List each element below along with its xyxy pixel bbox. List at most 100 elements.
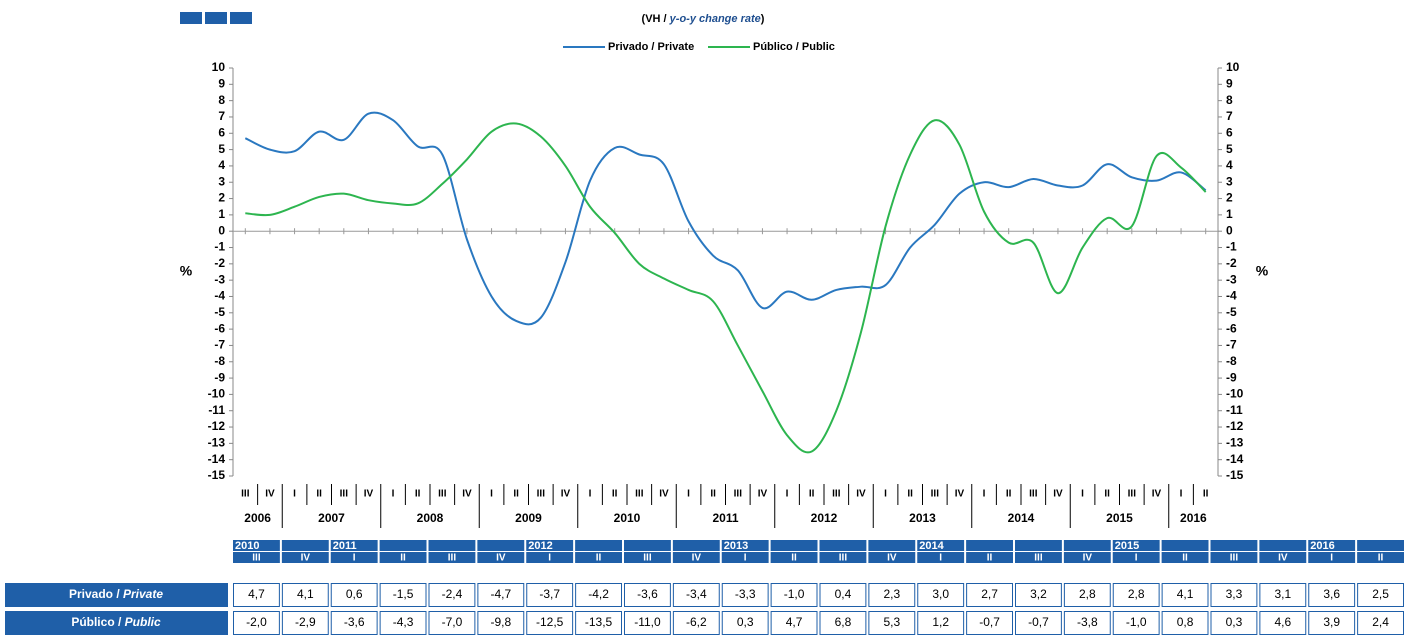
table-value: -1,0: [1126, 615, 1147, 629]
table-header-cell: [281, 540, 329, 551]
x-tick-label: II: [513, 489, 519, 500]
x-tick-label: III: [832, 489, 841, 500]
y-tick-label: -8: [214, 354, 225, 368]
chart-subtitle: (VH / y-o-y change rate): [642, 13, 765, 25]
table-cell: [1259, 611, 1307, 635]
subtitle-part: ): [761, 13, 765, 25]
y-tick-label: 6: [218, 125, 225, 139]
table-value: 3,6: [1323, 587, 1340, 601]
x-tick-label: I: [293, 489, 296, 500]
y-tick-label: -10: [208, 387, 226, 401]
table-header-cell: [233, 552, 280, 563]
x-group-label: 2012: [811, 511, 838, 525]
x-tick-label: I: [1180, 489, 1183, 500]
table-header-cell: [917, 552, 965, 563]
table-cell: [330, 611, 378, 635]
x-tick-label: II: [316, 489, 322, 500]
x-tick-label: I: [884, 489, 887, 500]
table-value: 6,8: [835, 615, 852, 629]
table-value: -2,4: [442, 587, 463, 601]
table-cell: [819, 611, 867, 635]
table-year: 2016: [1310, 540, 1334, 552]
y-tick-label: -4: [214, 289, 225, 303]
x-group-label: 2008: [417, 511, 444, 525]
table-quarter: I: [939, 553, 942, 564]
y2-tick-label: -5: [1226, 305, 1237, 319]
table-value: 3,2: [1030, 587, 1047, 601]
y-tick-label: -5: [214, 305, 225, 319]
subtitle-part: (VH /: [642, 13, 670, 25]
table-value: -6,2: [686, 615, 707, 629]
table-quarter: III: [252, 553, 261, 564]
table-value: 3,9: [1323, 615, 1340, 629]
table-value: -4,3: [393, 615, 414, 629]
table-header-cell: [1357, 540, 1404, 551]
row-label-part: Privado /: [69, 587, 123, 601]
decor-square: [205, 12, 227, 24]
row-label-part: Private: [123, 587, 163, 601]
x-tick-label: II: [612, 489, 618, 500]
x-tick-label: IV: [659, 489, 669, 500]
y2-tick-label: -3: [1226, 272, 1237, 286]
table-quarter: III: [1034, 553, 1043, 564]
row-label: Privado / Private: [69, 587, 163, 601]
table-quarter: III: [1230, 553, 1239, 564]
y-tick-label: -13: [208, 436, 226, 450]
table-value: -3,8: [1077, 615, 1098, 629]
table-value: -9,8: [490, 615, 511, 629]
y2-tick-label: 7: [1226, 109, 1233, 123]
y2-tick-label: -11: [1226, 403, 1243, 417]
y-tick-label: -2: [214, 256, 225, 270]
table-header-cell: [1161, 540, 1209, 551]
table-header-cell: [428, 540, 476, 551]
y2-tick-label: -8: [1226, 354, 1237, 368]
table-cell: [1063, 611, 1111, 635]
table-year: 2014: [919, 540, 944, 552]
table-cell: [868, 583, 916, 607]
table-quarter: IV: [1083, 553, 1093, 564]
y2-tick-label: -7: [1226, 338, 1237, 352]
row-label-bg: [5, 583, 228, 607]
table-cell: [1015, 583, 1062, 607]
table-quarter: I: [1135, 553, 1138, 564]
x-tick-label: I: [589, 489, 592, 500]
table-header-cell: [575, 552, 622, 563]
table-value: 1,2: [932, 615, 949, 629]
x-tick-label: I: [786, 489, 789, 500]
x-tick-label: III: [931, 489, 940, 500]
y-tick-label: 5: [218, 142, 225, 156]
table-value: 4,1: [1177, 587, 1194, 601]
table-cell: [624, 583, 671, 607]
y-tick-label: -7: [214, 338, 225, 352]
table-quarter: II: [1378, 553, 1384, 564]
table-value: 0,6: [346, 587, 363, 601]
x-group-label: 2009: [515, 511, 542, 525]
table-header-cell: [330, 540, 378, 551]
table-cell: [624, 611, 671, 635]
row-label: Público / Public: [71, 615, 161, 629]
x-tick-label: II: [1006, 489, 1012, 500]
table-value: -4,2: [588, 587, 609, 601]
table-header-cell: [526, 540, 574, 551]
legend-label: Privado / Private: [608, 41, 694, 53]
table-header-cell: [770, 540, 818, 551]
table-header-cell: [1210, 540, 1258, 551]
table-cell: [1210, 583, 1258, 607]
subtitle-part: y-o-y change rate: [669, 13, 761, 25]
table-value: 3,3: [1226, 587, 1243, 601]
x-tick-label: III: [537, 489, 546, 500]
y2-tick-label: -2: [1226, 256, 1237, 270]
table-quarter: IV: [496, 553, 506, 564]
table-header-cell: [526, 552, 574, 563]
table-quarter: IV: [692, 553, 702, 564]
x-tick-label: IV: [265, 489, 275, 500]
x-tick-label: I: [687, 489, 690, 500]
table-quarter: III: [448, 553, 457, 564]
table-value: 3,0: [932, 587, 949, 601]
x-group-label: 2007: [318, 511, 345, 525]
y2-tick-label: 8: [1226, 93, 1233, 107]
table-cell: [672, 583, 720, 607]
x-group-label: 2006: [244, 511, 271, 525]
table-cell: [1259, 583, 1307, 607]
y2-tick-label: -4: [1226, 289, 1237, 303]
